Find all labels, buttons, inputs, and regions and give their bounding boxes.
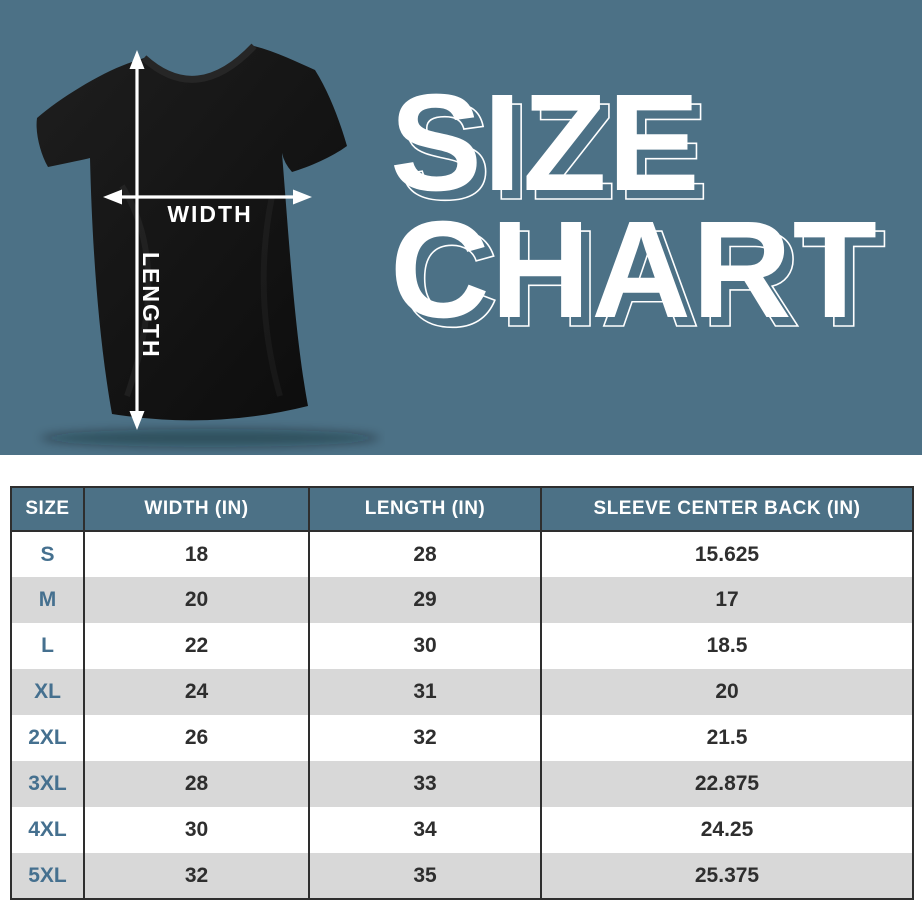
length-value: 29 [308, 577, 541, 623]
width-value: 18 [83, 531, 309, 577]
width-value: 32 [83, 853, 309, 899]
collar-line [141, 43, 257, 83]
size-label: L [41, 634, 54, 657]
width-value: 30 [83, 807, 309, 853]
sleeve-value: 24.25 [540, 807, 913, 853]
width-value: 20 [83, 577, 309, 623]
size-chart-table: SIZE WIDTH (IN) LENGTH (IN) SLEEVE CENTE… [10, 486, 914, 900]
tshirt-measurement-graphic: WIDTH LENGTH [0, 0, 385, 455]
fold-highlight [260, 195, 283, 397]
length-value: 34 [308, 807, 541, 853]
shirt-shadow [40, 429, 380, 447]
column-header-length: LENGTH (IN) [308, 487, 541, 532]
length-arrow [129, 50, 145, 430]
table-row: L 22 30 18.5 [11, 623, 913, 669]
width-value: 28 [83, 761, 309, 807]
table-header-row: SIZE WIDTH (IN) LENGTH (IN) SLEEVE CENTE… [11, 487, 913, 532]
length-value: 31 [308, 669, 541, 715]
table-row: 2XL 26 32 21.5 [11, 715, 913, 761]
tshirt-illustration: WIDTH LENGTH [36, 43, 380, 447]
table-row: M 20 29 17 [11, 577, 913, 623]
table-row: 3XL 28 33 22.875 [11, 761, 913, 807]
sleeve-value: 18.5 [540, 623, 913, 669]
title-word-size: SIZE [390, 66, 701, 220]
hero-banner: WIDTH LENGTH SIZE SIZE CHART CHART [0, 0, 922, 455]
title-outline-effect: CHART [398, 202, 887, 356]
sleeve-value: 17 [540, 577, 913, 623]
column-header-width: WIDTH (IN) [83, 487, 309, 532]
length-label: LENGTH [138, 252, 164, 359]
size-label: M [38, 588, 57, 611]
size-label: 2XL [28, 726, 67, 749]
title-outline-effect: SIZE [398, 75, 710, 229]
sleeve-value: 15.625 [540, 531, 913, 577]
sleeve-value: 21.5 [540, 715, 913, 761]
table-row: 4XL 30 34 24.25 [11, 807, 913, 853]
width-value: 26 [83, 715, 309, 761]
sleeve-value: 22.875 [540, 761, 913, 807]
width-value: 24 [83, 669, 309, 715]
size-label: 4XL [28, 818, 67, 841]
width-value: 22 [83, 623, 309, 669]
size-label: 3XL [28, 772, 67, 795]
page-title: SIZE SIZE CHART CHART [390, 74, 887, 349]
width-arrow [103, 189, 312, 205]
length-value: 30 [308, 623, 541, 669]
sleeve-value: 20 [540, 669, 913, 715]
table-row: S 18 28 15.625 [11, 531, 913, 577]
title-word-chart: CHART [390, 193, 878, 347]
width-label: WIDTH [167, 201, 252, 227]
length-value: 33 [308, 761, 541, 807]
column-header-size: SIZE [11, 487, 84, 532]
column-header-sleeve: SLEEVE CENTER BACK (IN) [540, 487, 913, 532]
size-label: S [40, 542, 55, 566]
size-table-section: SIZE WIDTH (IN) LENGTH (IN) SLEEVE CENTE… [0, 455, 922, 900]
tshirt-silhouette [36, 46, 347, 421]
size-label: 5XL [28, 863, 67, 887]
sleeve-value: 25.375 [540, 853, 913, 899]
length-value: 35 [308, 853, 541, 899]
table-row: 5XL 32 35 25.375 [11, 853, 913, 899]
length-value: 32 [308, 715, 541, 761]
size-label: XL [34, 680, 61, 703]
length-value: 28 [308, 531, 541, 577]
table-row: XL 24 31 20 [11, 669, 913, 715]
